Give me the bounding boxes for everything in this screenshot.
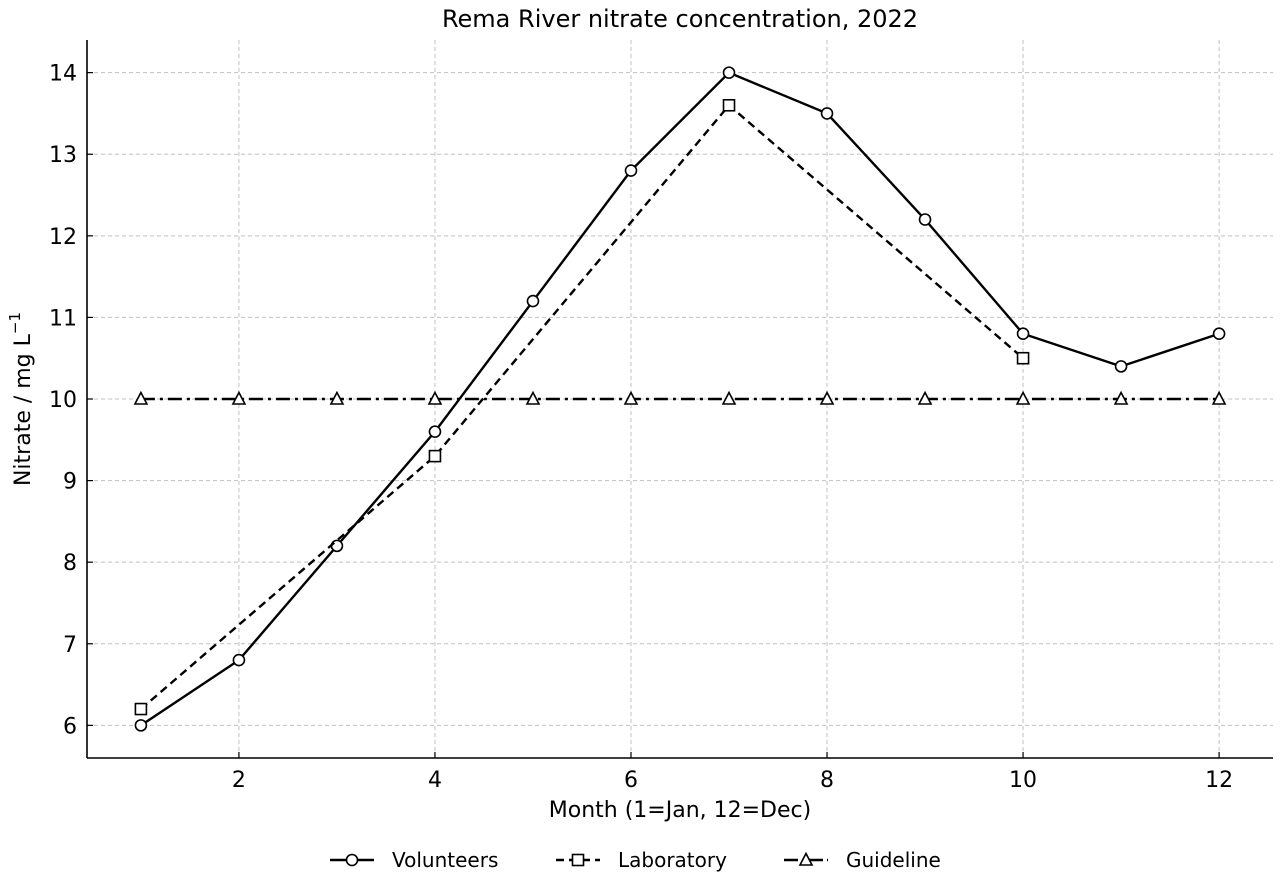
- data-point-laboratory: [1016, 351, 1030, 365]
- y-axis-label: Nitrate / mg L−1: [6, 312, 36, 486]
- legend-marker-volunteers: [345, 853, 359, 867]
- y-tick-label: 8: [63, 551, 77, 576]
- data-point-guideline: [231, 390, 247, 405]
- data-point-guideline: [427, 390, 443, 405]
- data-point-guideline: [329, 390, 345, 405]
- data-point-guideline: [133, 390, 149, 405]
- x-tick-label: 10: [1009, 768, 1037, 793]
- data-point-guideline: [1015, 390, 1031, 405]
- y-tick-label: 14: [49, 62, 77, 87]
- y-tick-label: 11: [49, 306, 77, 331]
- legend-marker-guideline: [798, 851, 814, 866]
- x-tick-label: 6: [624, 768, 638, 793]
- x-tick-label: 12: [1205, 768, 1233, 793]
- legend: Volunteers Laboratory Guideline: [330, 848, 941, 872]
- series-laboratory: [134, 98, 1030, 716]
- legend-item-volunteers: Volunteers: [330, 848, 498, 872]
- legend-label-guideline: Guideline: [846, 848, 941, 872]
- y-axis-label-superscript: −1: [6, 312, 24, 334]
- data-point-volunteers: [428, 425, 442, 438]
- data-point-volunteers: [134, 719, 148, 732]
- data-point-volunteers: [1016, 327, 1030, 341]
- axes: 2 4 6 8 10 12 6 7 8 9 10 11 12 13 14: [49, 40, 1273, 793]
- series-line-laboratory: [140, 103, 1024, 710]
- x-tick-label: 2: [232, 768, 246, 793]
- series-guideline: [133, 390, 1227, 405]
- data-point-volunteers: [330, 539, 344, 553]
- legend-label-volunteers: Volunteers: [392, 848, 498, 872]
- data-point-volunteers: [820, 107, 834, 120]
- data-point-guideline: [1211, 390, 1227, 405]
- y-tick-label: 13: [49, 143, 77, 168]
- y-axis-label-main: Nitrate / mg L: [11, 333, 36, 486]
- data-point-laboratory: [722, 98, 736, 112]
- data-point-guideline: [623, 390, 639, 405]
- legend-item-laboratory: Laboratory: [556, 848, 727, 872]
- y-tick-label: 7: [63, 633, 77, 658]
- data-point-volunteers: [918, 213, 932, 226]
- data-point-laboratory: [428, 449, 442, 463]
- legend-item-guideline: Guideline: [784, 848, 941, 872]
- series-group: [133, 66, 1227, 732]
- data-point-volunteers: [624, 164, 638, 177]
- data-point-volunteers: [1212, 327, 1226, 341]
- data-point-guideline: [721, 390, 737, 405]
- x-tick-label: 8: [820, 768, 834, 793]
- x-axis-label: Month (1=Jan, 12=Dec): [549, 798, 811, 823]
- y-tick-label: 6: [63, 714, 77, 739]
- data-point-guideline: [525, 390, 541, 405]
- data-point-laboratory: [134, 702, 148, 716]
- chart-title: Rema River nitrate concentration, 2022: [442, 5, 918, 33]
- data-point-volunteers: [722, 66, 736, 79]
- data-point-volunteers: [232, 653, 246, 667]
- data-point-guideline: [917, 390, 933, 405]
- y-tick-label: 10: [49, 388, 77, 413]
- x-tick-label: 4: [428, 768, 442, 793]
- legend-marker-laboratory: [571, 853, 585, 867]
- series-line-volunteers: [140, 71, 1220, 727]
- data-point-volunteers: [1114, 360, 1128, 373]
- y-tick-label: 9: [63, 470, 77, 495]
- data-point-guideline: [819, 390, 835, 405]
- data-point-volunteers: [526, 294, 540, 308]
- data-point-guideline: [1113, 390, 1129, 405]
- y-tick-label: 12: [49, 225, 77, 250]
- legend-label-laboratory: Laboratory: [618, 848, 727, 872]
